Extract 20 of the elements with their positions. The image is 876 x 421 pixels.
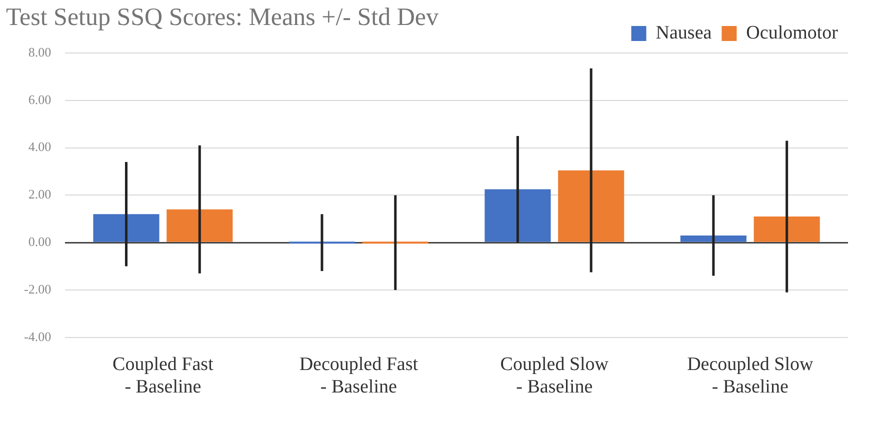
bar [680, 235, 746, 242]
x-tick-label: Coupled Slow - Baseline [500, 354, 609, 398]
x-tick-label: Coupled Fast - Baseline [112, 354, 214, 398]
legend-label: Oculomotor [746, 22, 839, 44]
y-tick-label: 6.00 [28, 92, 52, 107]
y-tick-label: -2.00 [24, 281, 52, 296]
y-tick-label: -4.00 [24, 328, 52, 344]
bar [484, 189, 551, 242]
bar [166, 209, 233, 242]
x-tick-label: Decoupled Fast - Baseline [299, 354, 419, 398]
y-tick-label: 4.00 [28, 139, 52, 154]
bar [93, 214, 160, 242]
y-tick-label: 2.00 [28, 186, 52, 202]
legend-label: Nausea [656, 22, 712, 44]
bar [558, 170, 624, 242]
y-tick-label: 0.00 [28, 234, 52, 250]
bar [754, 216, 820, 242]
y-tick-label: 8.00 [28, 44, 52, 60]
chart-title: Test Setup SSQ Scores: Means +/- Std Dev [6, 4, 438, 32]
x-tick-label: Decoupled Slow - Baseline [687, 354, 814, 398]
